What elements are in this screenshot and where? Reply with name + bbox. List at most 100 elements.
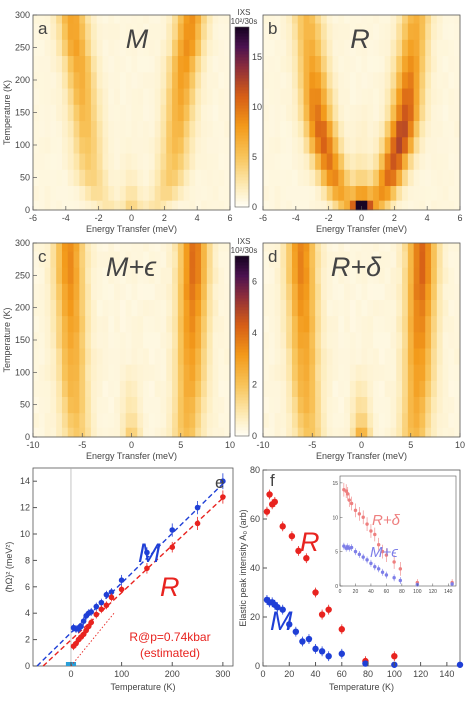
heatmap-cell xyxy=(442,348,449,365)
heatmap-cell xyxy=(309,169,316,187)
heatmap-cell xyxy=(431,39,438,57)
heatmap-cell xyxy=(315,267,322,284)
heatmap-cell xyxy=(38,104,45,122)
heatmap-cell xyxy=(108,315,115,333)
heatmap-cell xyxy=(102,88,109,105)
heatmap-cell xyxy=(338,315,345,333)
heatmap-cell xyxy=(154,427,161,438)
heatmap-cell xyxy=(206,153,214,170)
heatmap-cell xyxy=(436,120,444,138)
heatmap-cell xyxy=(85,39,92,57)
heatmap-cell xyxy=(332,315,339,333)
heatmap-cell xyxy=(431,427,438,438)
heatmap-cell xyxy=(419,120,426,138)
data-point xyxy=(380,570,385,574)
heatmap-cell xyxy=(315,412,322,428)
heatmap-cell xyxy=(114,348,121,365)
heatmap-cell xyxy=(172,267,179,284)
heatmap-cell xyxy=(108,267,115,284)
heatmap-cell xyxy=(373,412,380,428)
heatmap-cell xyxy=(263,136,270,154)
heatmap-cell xyxy=(85,136,92,154)
y-axis-label: Temperature (K) xyxy=(2,80,12,145)
heatmap-cell xyxy=(407,267,415,284)
heatmap-cell xyxy=(349,88,357,105)
colorbar-swatch xyxy=(235,406,249,410)
heatmap-cell xyxy=(315,315,322,333)
heatmap-cell xyxy=(154,104,161,122)
heatmap-cell xyxy=(274,412,281,428)
heatmap-cell xyxy=(218,331,225,349)
heatmap-cell xyxy=(218,412,225,428)
data-point xyxy=(286,621,293,628)
heatmap-cell xyxy=(195,136,202,154)
heatmap-cell xyxy=(102,243,109,252)
heatmap-cell xyxy=(148,412,156,428)
heatmap-cell xyxy=(413,39,420,57)
heatmap-cell xyxy=(67,71,74,89)
heatmap-cell xyxy=(274,136,281,154)
heatmap-cell xyxy=(119,283,127,300)
heatmap-cell xyxy=(38,331,45,349)
heatmap-cell xyxy=(79,251,86,268)
heatmap-cell xyxy=(407,23,415,40)
heatmap-cell xyxy=(402,169,409,187)
heatmap-cell xyxy=(286,71,293,89)
heatmap-cell xyxy=(338,380,345,397)
heatmap-cell xyxy=(355,104,362,122)
heatmap-cell xyxy=(114,331,121,349)
heatmap-cell xyxy=(195,71,202,89)
heatmap-cell xyxy=(143,136,150,154)
heatmap-cell xyxy=(448,427,455,438)
heatmap-cell xyxy=(442,71,449,89)
heatmap-cell xyxy=(177,23,185,40)
heatmap-cell xyxy=(50,251,57,268)
heatmap-cell xyxy=(160,331,167,349)
heatmap-cell xyxy=(349,396,357,414)
heatmap-cell xyxy=(114,71,121,89)
heatmap-cell xyxy=(361,267,368,284)
colorbar-swatch xyxy=(235,355,249,359)
heatmap-cell xyxy=(218,299,225,317)
data-point xyxy=(279,523,286,530)
colorbar-swatch xyxy=(235,376,249,380)
heatmap-cell xyxy=(396,104,403,122)
heatmap-cell xyxy=(131,136,138,154)
heatmap-cell xyxy=(436,283,444,300)
heatmap-cell xyxy=(224,169,231,187)
heatmap-cell xyxy=(90,243,98,252)
heatmap-cell xyxy=(407,88,415,105)
heatmap-cell xyxy=(183,55,190,73)
heatmap-cell xyxy=(166,23,173,40)
heatmap-cell xyxy=(96,39,103,57)
heatmap-cell xyxy=(212,23,219,40)
heatmap-cell xyxy=(402,299,409,317)
heatmap-cell xyxy=(263,15,270,24)
heatmap-cell xyxy=(320,71,328,89)
heatmap-cell xyxy=(79,331,86,349)
heatmap-cell xyxy=(402,88,409,105)
inset-frame xyxy=(339,475,457,587)
heatmap-cell xyxy=(378,243,386,252)
data-point xyxy=(349,501,354,506)
heatmap-cell xyxy=(90,153,98,170)
heatmap-cell xyxy=(454,396,461,414)
heatmap-cell xyxy=(436,364,444,381)
heatmap-cell xyxy=(384,243,391,252)
heatmap-cell xyxy=(206,299,214,317)
heatmap-cell xyxy=(332,331,339,349)
heatmap-cell xyxy=(67,427,74,438)
heatmap-cell xyxy=(373,427,380,438)
colorbar-swatch xyxy=(235,271,249,275)
heatmap-cell xyxy=(263,380,270,397)
heatmap-cell xyxy=(344,169,351,187)
data-point xyxy=(357,512,362,516)
heatmap-cell xyxy=(355,427,362,438)
x-tick-label: -5 xyxy=(308,440,316,450)
heatmap-cell xyxy=(218,120,225,138)
colorbar-swatch xyxy=(235,298,249,302)
heatmap-cell xyxy=(344,200,351,211)
heatmap-cell xyxy=(274,348,281,365)
heatmap-cell xyxy=(315,88,322,105)
heatmap-cell xyxy=(137,88,144,105)
